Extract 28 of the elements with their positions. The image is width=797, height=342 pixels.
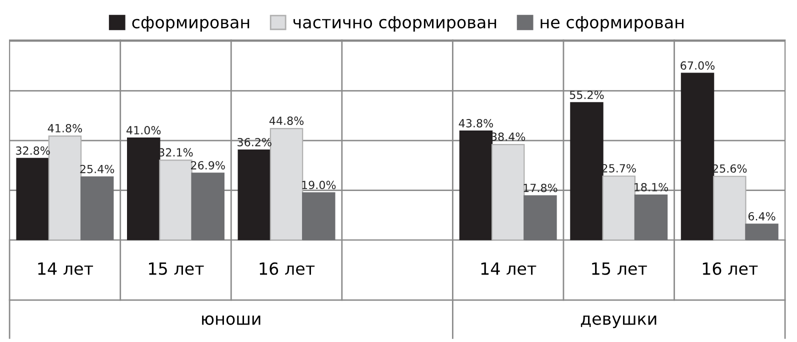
text: юноши bbox=[202, 315, 260, 325]
x-tick-label: 14 лет bbox=[38, 262, 94, 275]
data-label: 38.4% bbox=[491, 132, 526, 141]
data-label: 43.8% bbox=[458, 119, 493, 128]
data-label: 17.8% bbox=[524, 184, 558, 192]
data-label: 26.9% bbox=[191, 161, 225, 170]
data-label: 67.0% bbox=[680, 61, 715, 70]
legend-label: сформирован bbox=[132, 16, 250, 32]
data-label: 25.4% bbox=[80, 164, 114, 174]
x-tick-label: 14 лет bbox=[481, 262, 536, 275]
x-tick-label: 16 лет bbox=[702, 262, 758, 275]
x-tick-label: 16 лет bbox=[260, 262, 315, 275]
data-label: 25.6% bbox=[712, 164, 747, 173]
text: девушки bbox=[580, 315, 656, 328]
data-label: 44.8% bbox=[269, 116, 304, 125]
legend-label: частично сформирован bbox=[293, 16, 496, 32]
x-tick-label: 15 лет bbox=[149, 262, 204, 275]
data-label: 32.1% bbox=[158, 148, 193, 157]
data-label: 36.2% bbox=[238, 138, 272, 146]
data-label: 41.0% bbox=[126, 126, 161, 134]
data-label: 41.8% bbox=[48, 124, 82, 132]
x-tick-label: 15 лет bbox=[592, 262, 647, 275]
data-label: 18.1% bbox=[634, 182, 668, 192]
legend-label: не сформирован bbox=[540, 16, 684, 32]
data-label: 32.8% bbox=[16, 146, 50, 155]
data-label: 55.2% bbox=[570, 90, 604, 100]
data-label: 6.4% bbox=[748, 212, 776, 221]
data-label: 19.0% bbox=[302, 180, 336, 190]
